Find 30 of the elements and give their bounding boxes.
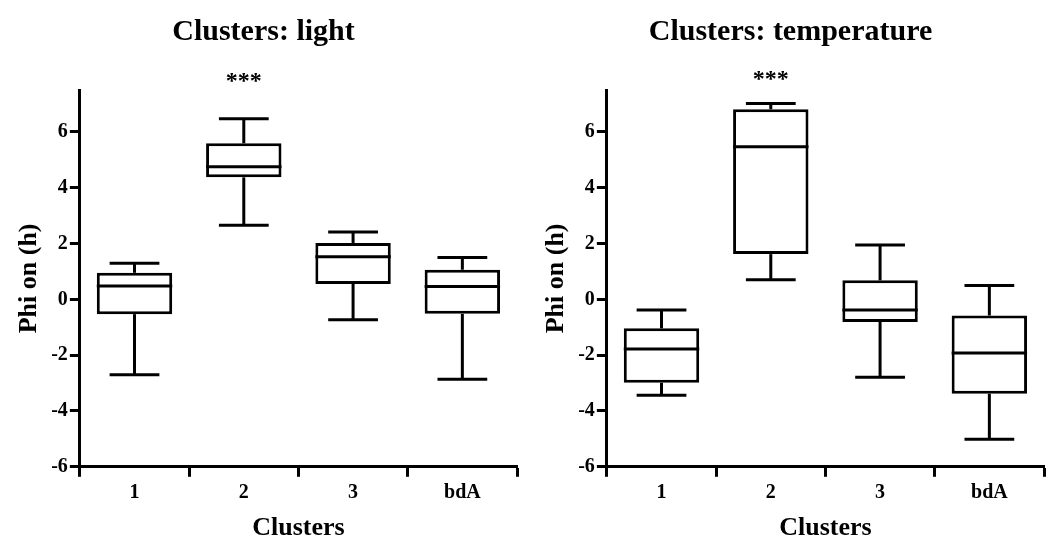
x-tick-label: 3 bbox=[875, 479, 886, 502]
y-axis-title: Phi on (h) bbox=[13, 223, 43, 334]
y-tick-label: -2 bbox=[578, 342, 595, 365]
y-tick-label: 2 bbox=[57, 230, 68, 253]
y-tick-label: 4 bbox=[584, 174, 595, 197]
x-tick-label: bdA bbox=[444, 479, 482, 502]
annotation: *** bbox=[225, 67, 262, 94]
y-tick-label: 6 bbox=[584, 119, 595, 142]
annotation: *** bbox=[752, 64, 789, 91]
x-tick-label: 1 bbox=[656, 479, 667, 502]
y-tick-label: 2 bbox=[584, 230, 595, 253]
y-tick-label: -2 bbox=[51, 342, 68, 365]
y-tick-label: 0 bbox=[57, 286, 68, 309]
x-tick-label: 3 bbox=[348, 479, 359, 502]
x-tick-label: 2 bbox=[238, 479, 249, 502]
chart-title: Clusters: light bbox=[172, 12, 355, 46]
y-tick-label: 0 bbox=[584, 286, 595, 309]
y-axis-title: Phi on (h) bbox=[540, 223, 570, 334]
y-tick-label: -4 bbox=[578, 398, 595, 421]
x-tick-label: 1 bbox=[129, 479, 140, 502]
x-axis-title: Clusters bbox=[779, 512, 872, 542]
y-tick-label: 6 bbox=[57, 119, 68, 142]
chart-title: Clusters: temperature bbox=[648, 12, 933, 46]
y-tick-label: 4 bbox=[57, 174, 68, 197]
y-tick-label: -4 bbox=[51, 398, 68, 421]
y-tick-label: -6 bbox=[51, 453, 68, 476]
x-tick-label: 2 bbox=[765, 479, 776, 502]
x-axis-title: Clusters bbox=[252, 512, 345, 542]
y-tick-label: -6 bbox=[578, 453, 595, 476]
x-tick-label: bdA bbox=[971, 479, 1009, 502]
